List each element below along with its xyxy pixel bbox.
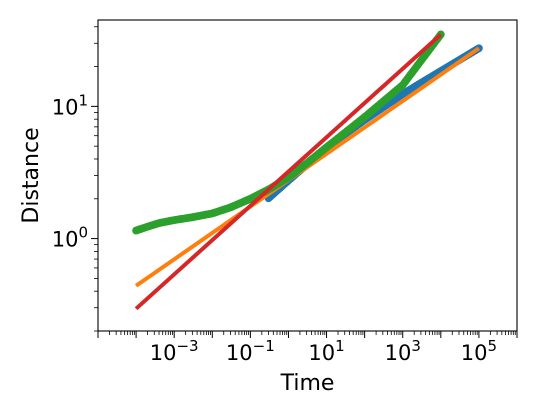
x-tick-label: 101 [308, 337, 344, 365]
y-axis-label: Distance [19, 127, 44, 223]
y-tick-label: 100 [52, 224, 88, 252]
x-tick-label: 10−1 [226, 337, 275, 365]
series-3-fit-line [134, 32, 443, 311]
x-tick-label: 10−3 [150, 337, 199, 365]
x-tick-label: 105 [461, 337, 497, 365]
x-tick-label: 103 [385, 337, 421, 365]
y-tick-label: 101 [52, 91, 88, 119]
x-axis-label: Time [280, 371, 335, 396]
series-2-points [132, 30, 445, 235]
plot-area [132, 30, 483, 311]
axes: 10−3 10−1 101 103 105 100 101 [52, 26, 518, 365]
